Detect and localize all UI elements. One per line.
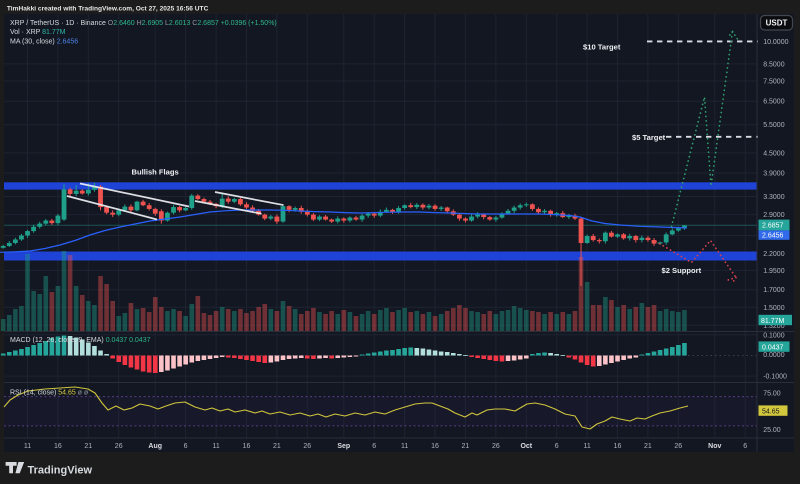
svg-text:0.0000: 0.0000 xyxy=(763,352,785,359)
svg-text:Nov: Nov xyxy=(708,443,721,450)
svg-text:2.6857: 2.6857 xyxy=(762,223,784,230)
svg-text:26: 26 xyxy=(492,443,500,450)
svg-text:MA (30, close) 2.6456: MA (30, close) 2.6456 xyxy=(10,38,78,45)
svg-text:4.5000: 4.5000 xyxy=(763,150,785,157)
svg-text:16: 16 xyxy=(431,443,439,450)
svg-text:26: 26 xyxy=(115,443,123,450)
svg-text:75.00: 75.00 xyxy=(763,390,781,397)
svg-text:Aug: Aug xyxy=(148,443,162,450)
svg-text:11: 11 xyxy=(583,443,590,450)
svg-text:Sep: Sep xyxy=(337,443,350,450)
svg-text:11: 11 xyxy=(401,443,408,450)
svg-text:1.5000: 1.5000 xyxy=(763,305,785,312)
svg-text:3.3000: 3.3000 xyxy=(763,194,785,201)
svg-text:0.0437: 0.0437 xyxy=(762,344,784,351)
svg-text:Vol · XRP 81.77M: Vol · XRP 81.77M xyxy=(10,29,66,36)
svg-text:Oct: Oct xyxy=(520,443,532,450)
svg-text:$2 Support: $2 Support xyxy=(662,266,702,275)
svg-text:6: 6 xyxy=(184,443,188,450)
svg-text:3.9000: 3.9000 xyxy=(763,171,785,178)
svg-text:21: 21 xyxy=(84,443,92,450)
svg-text:USDT: USDT xyxy=(766,19,788,28)
svg-text:6.5000: 6.5000 xyxy=(763,99,785,106)
svg-text:2.6456: 2.6456 xyxy=(762,233,784,240)
svg-text:16: 16 xyxy=(243,443,251,450)
svg-text:21: 21 xyxy=(644,443,652,450)
svg-text:10.0000: 10.0000 xyxy=(763,39,788,46)
svg-text:16: 16 xyxy=(54,443,62,450)
svg-text:6: 6 xyxy=(743,443,747,450)
svg-text:Bullish Flags: Bullish Flags xyxy=(132,168,179,177)
svg-text:8.5000: 8.5000 xyxy=(763,61,785,68)
svg-text:25.00: 25.00 xyxy=(763,427,781,434)
svg-text:2.2000: 2.2000 xyxy=(763,251,785,258)
svg-text:TradingView: TradingView xyxy=(28,465,93,477)
svg-text:XRP / TetherUS · 1D · Binance: XRP / TetherUS · 1D · Binance O2.6460 H2… xyxy=(10,20,277,27)
svg-text:1.7000: 1.7000 xyxy=(763,287,785,294)
svg-text:5.5000: 5.5000 xyxy=(763,122,785,129)
svg-text:26: 26 xyxy=(303,443,311,450)
svg-text:TimHakki created with TradingV: TimHakki created with TradingView.com, O… xyxy=(7,6,209,13)
svg-text:1.3200: 1.3200 xyxy=(763,323,785,330)
svg-text:6: 6 xyxy=(555,443,559,450)
svg-text:1.9500: 1.9500 xyxy=(763,268,785,275)
svg-text:54.65: 54.65 xyxy=(762,408,780,415)
svg-text:11: 11 xyxy=(24,443,31,450)
svg-text:$10 Target: $10 Target xyxy=(583,42,621,51)
svg-text:RSI (14, close) 54.65 ø ø: RSI (14, close) 54.65 ø ø xyxy=(10,389,89,396)
svg-text:81.77M: 81.77M xyxy=(761,318,785,325)
svg-text:MACD (12, 26, close, 9, EMA) 0: MACD (12, 26, close, 9, EMA) 0.0437 0.04… xyxy=(10,337,151,344)
svg-text:-0.1000: -0.1000 xyxy=(763,374,787,381)
svg-text:21: 21 xyxy=(273,443,281,450)
svg-text:11: 11 xyxy=(212,443,219,450)
svg-text:21: 21 xyxy=(462,443,470,450)
svg-text:6: 6 xyxy=(372,443,376,450)
svg-text:2.9000: 2.9000 xyxy=(763,212,785,219)
svg-text:26: 26 xyxy=(674,443,682,450)
svg-text:0.1000: 0.1000 xyxy=(763,332,785,339)
svg-text:16: 16 xyxy=(614,443,622,450)
svg-text:7.5000: 7.5000 xyxy=(763,79,785,86)
svg-text:$5 Target: $5 Target xyxy=(632,133,666,142)
